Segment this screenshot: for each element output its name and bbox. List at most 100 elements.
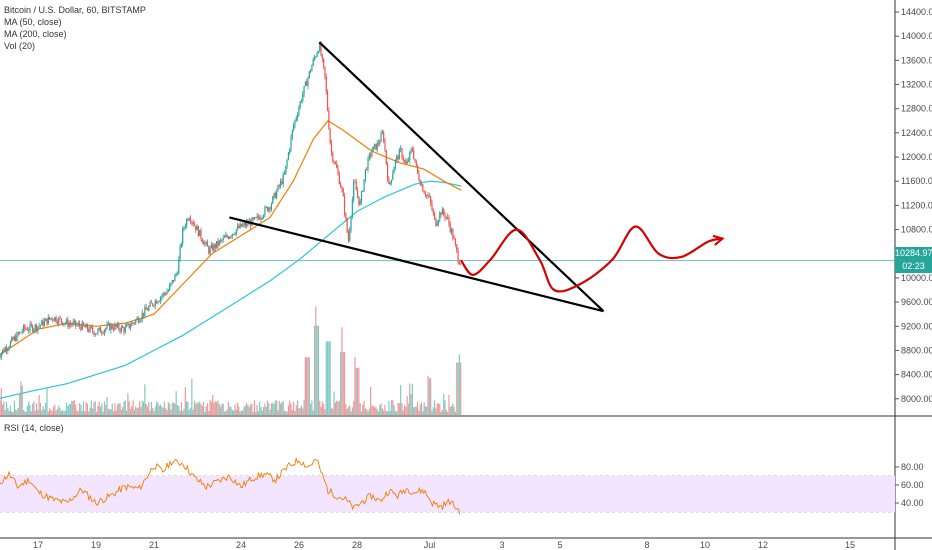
volume-bar: [0, 388, 2, 415]
volume-bar: [349, 405, 351, 415]
candle-body: [137, 317, 139, 323]
candle-body: [269, 207, 271, 210]
volume-bar: [409, 383, 411, 415]
volume-bar: [380, 403, 382, 415]
candle-body: [376, 142, 378, 150]
volume-bar: [183, 408, 185, 415]
volume-bar: [439, 403, 441, 415]
candle-body: [415, 161, 417, 165]
candle-body: [398, 149, 400, 160]
volume-bar: [115, 410, 117, 415]
ma200-polyline: [0, 180, 462, 399]
volume-bar: [43, 409, 45, 415]
candle-body: [263, 215, 265, 218]
volume-bar: [255, 411, 257, 415]
volume-bar: [390, 400, 393, 415]
candle-body: [366, 169, 368, 171]
volume-bar: [152, 407, 154, 415]
candle-body: [326, 91, 329, 111]
volume-bar: [156, 401, 158, 415]
candle-body: [233, 233, 235, 235]
candle-body: [300, 100, 303, 102]
candle-body: [37, 326, 39, 331]
volume-bar: [367, 411, 369, 415]
volume-bar: [308, 357, 310, 415]
volume-bar: [417, 401, 419, 415]
time-tick-label: 3: [499, 540, 504, 550]
candle-body: [230, 236, 232, 238]
volume-bar: [102, 411, 104, 415]
volume-bar: [46, 387, 48, 415]
candle-body: [0, 357, 1, 359]
volume-bar: [86, 403, 89, 415]
volume-bar: [384, 405, 386, 415]
volume-bar: [17, 408, 19, 415]
candle-body: [7, 348, 9, 351]
volume-bar: [68, 404, 70, 415]
volume-bar: [334, 402, 336, 415]
volume-bar: [176, 404, 179, 415]
volume-bar: [428, 378, 430, 415]
candle-body: [141, 312, 143, 320]
candle-body: [285, 165, 287, 174]
volume-bar: [435, 408, 437, 415]
volume-bar: [99, 406, 102, 415]
volume-bar: [213, 403, 215, 415]
volume-bar: [55, 410, 57, 415]
volume-bar: [81, 410, 83, 415]
volume-bar: [437, 403, 440, 415]
candle-body: [172, 279, 175, 282]
volume-bar: [218, 403, 220, 415]
candle-body: [337, 167, 339, 174]
volume-bar: [300, 405, 303, 415]
candle-body: [28, 330, 30, 331]
volume-bar: [49, 408, 51, 415]
volume-bar: [243, 406, 245, 415]
candle-body: [291, 130, 293, 138]
volume-bar: [306, 357, 308, 415]
candle-body: [386, 163, 389, 180]
candle-body: [436, 223, 438, 226]
time-tick-label: 17: [33, 540, 43, 550]
volume-bar: [85, 401, 87, 415]
candle-body: [341, 187, 343, 189]
volume-bar: [427, 375, 429, 415]
candle-body: [52, 319, 55, 321]
volume-bar: [265, 407, 267, 415]
volume-bar: [392, 400, 394, 415]
volume-bar: [101, 403, 103, 415]
volume-bar: [89, 408, 91, 415]
candle-body: [29, 323, 31, 331]
candle-body: [122, 326, 124, 328]
candle-body: [222, 237, 224, 241]
volume-bar: [217, 400, 219, 415]
volume-bar: [372, 405, 374, 415]
volume-bar: [407, 403, 410, 415]
candle-body: [18, 332, 21, 334]
candle-body: [186, 219, 188, 227]
candle-body: [354, 182, 356, 183]
candle-body: [150, 302, 152, 304]
volume-bar: [77, 411, 79, 415]
volume-bar: [174, 403, 176, 415]
volume-bar: [329, 341, 331, 415]
volume-bar: [426, 406, 428, 415]
volume-bar: [401, 403, 403, 415]
candle-body: [153, 305, 155, 307]
volume-bar: [420, 402, 423, 415]
volume-bar: [366, 409, 368, 415]
candle-body: [423, 191, 425, 194]
volume-bar: [112, 411, 115, 415]
candle-body: [279, 181, 282, 186]
candle-body: [68, 323, 70, 327]
volume-bar: [235, 409, 237, 415]
candle-body: [81, 322, 83, 330]
volume-bar: [56, 408, 59, 415]
volume-bar: [398, 403, 400, 415]
volume-bar: [161, 406, 163, 415]
candle-body: [353, 182, 355, 200]
candle-body: [5, 347, 8, 351]
candle-body: [392, 173, 394, 180]
candle-body: [17, 332, 19, 334]
